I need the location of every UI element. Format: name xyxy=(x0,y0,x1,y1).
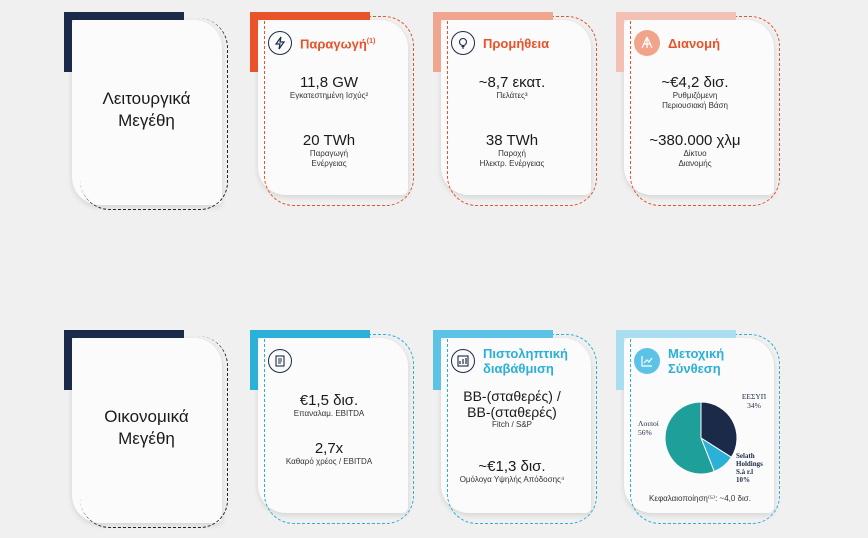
stat-value: ~380.000 χλμ xyxy=(649,132,741,149)
financial-label-card: Οικονομικά Μεγέθη xyxy=(64,330,229,530)
stat-caption: Fitch / S&P xyxy=(491,420,532,429)
row-label-line2: Μεγέθη xyxy=(118,111,175,130)
card-title: Μετοχική Σύνθεση xyxy=(668,346,725,376)
selath-label-2: Holdings xyxy=(736,460,763,468)
stat-value: BB-(σταθερές) xyxy=(467,404,557,420)
eesyp-value: 34% xyxy=(747,401,761,410)
credit-rating-card: Πιστοληπτική διαβάθμιση BB-(σταθερές) / … xyxy=(433,330,597,524)
ebitda-card: €1,5 δισ. Επαναλαμ. EBITDA 2,7x Καθαρό χ… xyxy=(250,330,414,524)
row-label-line1: Λειτουργικά xyxy=(102,89,191,108)
loipoi-label: Λοιποί xyxy=(638,419,659,428)
selath-value: 10% xyxy=(736,476,750,484)
stat-value: ~8,7 εκατ. xyxy=(478,74,546,91)
stat-caption: Ομόλογα Υψηλής Απόδοσης⁴ xyxy=(459,475,565,484)
stat-value: 2,7x xyxy=(314,440,344,457)
stat-caption: Ενέργειας xyxy=(311,159,347,168)
corner-mark xyxy=(64,12,184,20)
stat-value: 38 TWh xyxy=(485,132,539,149)
stat-value: BB-(σταθερές) / xyxy=(463,388,561,404)
row-label-line2: Μεγέθη xyxy=(118,429,175,448)
lightning-icon xyxy=(268,31,292,55)
selath-label-3: S.à r.l xyxy=(736,468,753,476)
card-title: Παραγωγή(1) xyxy=(300,36,376,52)
stat-caption: Παραγωγή xyxy=(309,149,349,158)
stat-caption: Διανομής xyxy=(678,159,712,168)
stat-value: 20 TWh xyxy=(302,132,356,149)
corner-mark xyxy=(64,12,72,72)
stat-value: 11,8 GW xyxy=(299,74,359,91)
stat-value: ~€4,2 δισ. xyxy=(661,74,729,91)
stat-caption: Εγκατεστημένη Ισχύς² xyxy=(289,91,369,100)
supply-card: Προμήθεια ~8,7 εκατ. Πελάτες³ 38 TWh Παρ… xyxy=(433,12,597,206)
card-title: Πιστοληπτική διαβάθμιση xyxy=(483,346,569,376)
stat-caption: Περιουσιακή Βάση xyxy=(662,101,728,110)
row-label-line1: Οικονομικά xyxy=(104,407,189,426)
network-icon xyxy=(634,30,660,56)
chart-icon xyxy=(634,348,660,374)
stat-caption: Δίκτυο xyxy=(683,149,707,158)
rating-icon xyxy=(451,349,475,373)
corner-mark xyxy=(64,330,184,338)
row-label: Οικονομικά Μεγέθη xyxy=(64,406,229,450)
stat-caption: Ρυθμιζόμενη xyxy=(672,91,718,100)
lightbulb-icon xyxy=(451,31,475,55)
card-title: Προμήθεια xyxy=(483,35,550,51)
market-cap-caption: Κεφαλαιοποίηση⁽⁵⁾: ~4,0 δισ. xyxy=(649,494,751,503)
stat-caption: Ηλεκτρ. Ενέργειας xyxy=(479,159,545,168)
document-icon xyxy=(268,349,292,373)
operational-label-card: Λειτουργικά Μεγέθη xyxy=(64,12,229,212)
selath-label-1: Selath xyxy=(736,452,755,460)
shareholder-card: Μετοχική Σύνθεση ΕΕΣΥΠ 34% Selath Holdin… xyxy=(616,330,780,524)
stat-caption: Επαναλαμ. EBITDA xyxy=(293,409,365,418)
corner-mark xyxy=(64,330,72,390)
stat-value: ~€1,3 δισ. xyxy=(478,458,546,475)
eesyp-label: ΕΕΣΥΠ xyxy=(742,392,767,401)
distribution-card: Διανομή ~€4,2 δισ. Ρυθμιζόμενη Περιουσια… xyxy=(616,12,780,206)
loipoi-value: 56% xyxy=(638,428,652,437)
row-label: Λειτουργικά Μεγέθη xyxy=(64,88,229,132)
stat-caption: Παροχή xyxy=(498,149,526,158)
stat-caption: Καθαρό χρέος / EBITDA xyxy=(285,457,373,466)
pie-slice xyxy=(664,401,715,475)
shareholder-pie-chart: ΕΕΣΥΠ 34% Selath Holdings S.à r.l 10% Λο… xyxy=(638,392,767,484)
card-title: Διανομή xyxy=(668,35,721,51)
generation-card: Παραγωγή(1) 11,8 GW Εγκατεστημένη Ισχύς²… xyxy=(250,12,414,206)
stat-value: €1,5 δισ. xyxy=(299,392,359,409)
stat-caption: Πελάτες³ xyxy=(496,91,528,100)
